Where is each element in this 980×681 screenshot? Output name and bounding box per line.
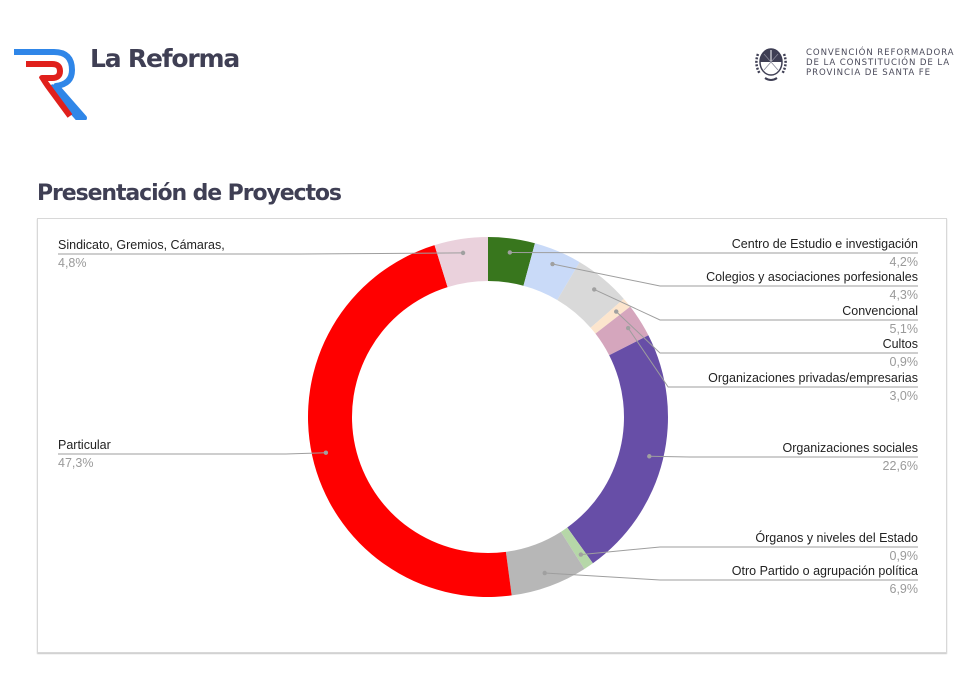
santa-fe-seal-icon: [755, 48, 787, 81]
leader-line: [544, 572, 918, 581]
slice-label: Convencional 5,1%: [842, 304, 918, 336]
leader-line: [509, 251, 918, 254]
slice-label-percent: 22,6%: [882, 459, 918, 473]
leader-dot: [614, 309, 619, 314]
slice-label: Centro de Estudio e investigación 4,2%: [732, 237, 918, 269]
slice-label: Colegios y asociaciones porfesionales 4,3…: [706, 270, 918, 302]
donut-slice: [595, 306, 649, 356]
slice-label-percent: 4,2%: [889, 255, 919, 269]
slice-label-name: Sindicato, Gremios, Cámaras,: [58, 238, 225, 252]
slice-label-percent: 0,9%: [889, 549, 919, 563]
slice-label-name: Organizaciones sociales: [782, 441, 919, 455]
slice-label-percent: 5,1%: [889, 322, 919, 336]
leader-dot: [460, 250, 466, 256]
chart-frame: [37, 218, 947, 653]
institution-line-2: DE LA CONSTITUCIÓN DE LA: [806, 58, 951, 68]
page-title: Presentación de Proyectos: [37, 181, 342, 206]
leader-line: [649, 455, 918, 458]
leader-dot: [550, 261, 555, 267]
institution-name: CONVENCIÓN REFORMADORA DE LA CONSTITUCIÓ…: [806, 48, 954, 78]
donut-slice: [560, 527, 593, 569]
leader-dot: [542, 570, 547, 576]
slice-label-name: Centro de Estudio e investigación: [731, 237, 918, 251]
institution-line-1: CONVENCIÓN REFORMADORA: [806, 48, 955, 58]
leader-dot: [647, 454, 652, 459]
slice-label: Cultos 0,9%: [883, 337, 918, 369]
leader-dot: [625, 325, 631, 331]
leader-line: [615, 311, 918, 354]
donut-slice: [557, 262, 624, 328]
brand-name: La Reforma: [90, 44, 240, 73]
donut-slice: [590, 298, 631, 334]
slice-label: Particular 47,3%: [58, 438, 111, 470]
slice-label-percent: 4,3%: [889, 288, 919, 302]
slice-label-percent: 6,9%: [889, 582, 919, 596]
slice-label-name: Organizaciones privadas/empresarias: [708, 371, 918, 385]
slice-label-percent: 47,3%: [58, 456, 94, 470]
slice-label-name: Particular: [58, 438, 111, 452]
leader-dot: [578, 552, 584, 557]
slice-label-percent: 4,8%: [58, 256, 87, 270]
slice-label-name: Colegios y asociaciones porfesionales: [706, 270, 918, 284]
leader-lines: [58, 250, 918, 581]
slice-label-name: Convencional: [842, 304, 918, 318]
donut-slice: [434, 237, 488, 288]
leader-line: [627, 327, 918, 388]
donut-slice: [488, 237, 535, 286]
slice-label: Organizaciones sociales 22,6%: [783, 441, 919, 473]
donut-slice: [505, 531, 585, 596]
donut-slice: [567, 335, 668, 564]
slice-label-name: Otro Partido o agrupación política: [731, 564, 918, 578]
leader-line: [594, 288, 918, 321]
slice-label: Organizaciones privadas/empresarias 3,0%: [708, 371, 918, 403]
institution-line-3: PROVINCIA DE SANTA FE: [806, 68, 931, 78]
la-reforma-logo-icon: [14, 49, 87, 120]
leader-dot: [507, 250, 513, 255]
slice-label-percent: 3,0%: [889, 389, 919, 403]
donut-slices: [307, 237, 668, 597]
leader-line: [58, 452, 326, 455]
leader-dot: [323, 450, 329, 455]
slice-label-name: Cultos: [882, 337, 918, 351]
leader-line: [580, 546, 918, 556]
leader-line: [58, 252, 464, 255]
slice-label-percent: 0,9%: [889, 355, 919, 369]
slice-label: Órganos y niveles del Estado 0,9%: [755, 531, 918, 563]
slice-label-name: Órganos y niveles del Estado: [755, 531, 918, 545]
slice-label: Sindicato, Gremios, Cámaras, 4,8%: [58, 238, 225, 270]
slice-label: Otro Partido o agrupación política 6,9%: [732, 564, 918, 596]
donut-slice: [523, 243, 580, 300]
leader-dot: [592, 287, 597, 292]
donut-slice: [307, 245, 512, 597]
leader-line: [552, 263, 918, 287]
